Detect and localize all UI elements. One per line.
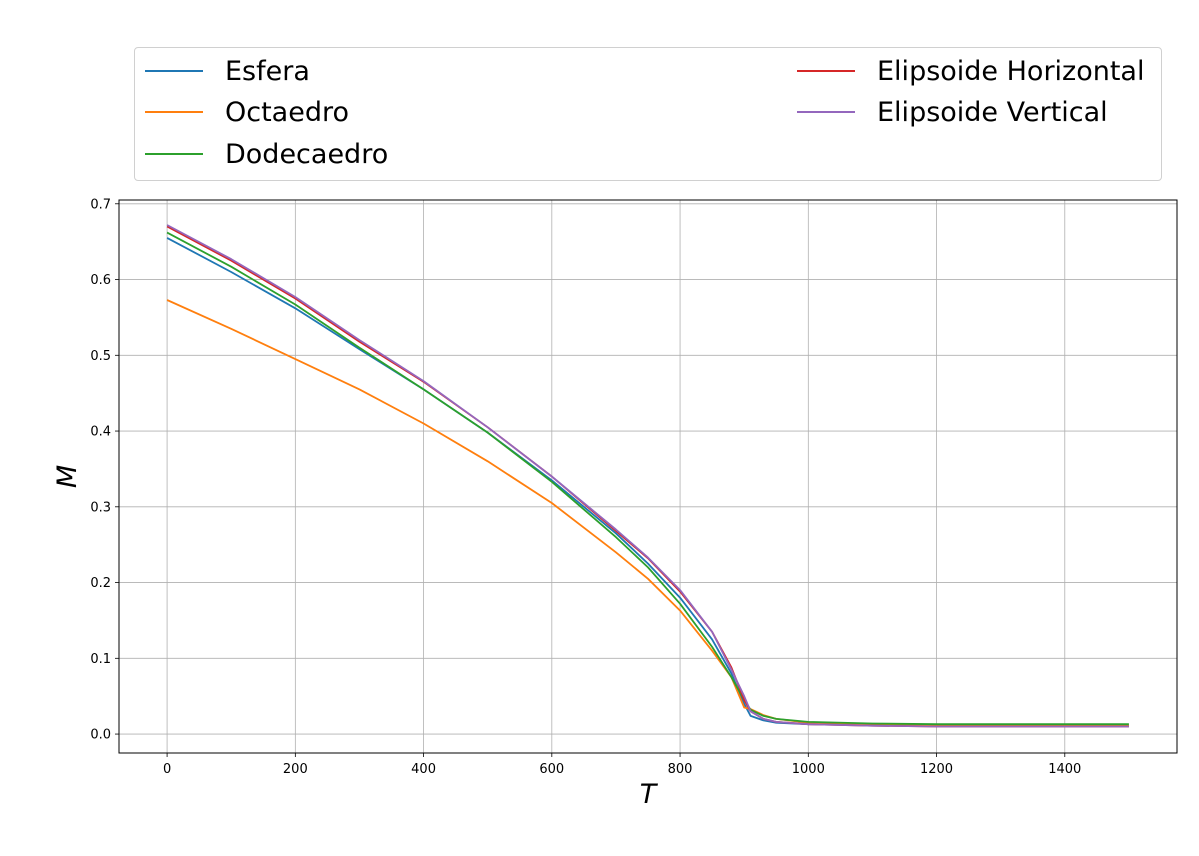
x-tick-label: 0 bbox=[163, 762, 171, 777]
legend-swatch-esfera bbox=[145, 70, 203, 72]
legend-swatch-dodecaedro bbox=[145, 153, 203, 155]
x-tick-label: 400 bbox=[411, 762, 436, 777]
x-ticks: 0 200 400 600 800 1000 1200 1400 bbox=[163, 753, 1081, 777]
legend-swatch-elipsoide-horizontal bbox=[797, 70, 855, 72]
series-lines bbox=[166, 224, 1129, 728]
legend-swatch-octaedro bbox=[145, 111, 203, 113]
legend-entry-elipsoide-vertical: Elipsoide Vertical bbox=[797, 96, 1108, 128]
y-tick-label: 0.2 bbox=[90, 576, 111, 591]
legend-label-esfera: Esfera bbox=[225, 55, 310, 87]
legend-swatch-elipsoide-vertical bbox=[797, 111, 855, 113]
legend-entry-elipsoide-horizontal: Elipsoide Horizontal bbox=[797, 55, 1144, 87]
legend-label-elipsoide-vertical: Elipsoide Vertical bbox=[877, 96, 1108, 128]
legend: Esfera Octaedro Dodecaedro Elipsoide Hor… bbox=[134, 47, 1162, 181]
series-line-octaedro bbox=[166, 299, 1129, 727]
x-tick-label: 800 bbox=[668, 762, 693, 777]
y-tick-label: 0.0 bbox=[90, 728, 111, 743]
series-line-esfera bbox=[166, 237, 1129, 727]
x-axis-label: T bbox=[640, 779, 659, 810]
legend-label-octaedro: Octaedro bbox=[225, 96, 350, 128]
legend-entry-esfera: Esfera bbox=[145, 55, 310, 87]
series-line-elipsoide-vertical bbox=[166, 224, 1129, 728]
legend-entry-dodecaedro: Dodecaedro bbox=[145, 138, 388, 170]
series-line-elipsoide-horizontal bbox=[166, 225, 1129, 728]
legend-label-elipsoide-horizontal: Elipsoide Horizontal bbox=[877, 55, 1145, 87]
x-tick-label: 200 bbox=[283, 762, 308, 777]
x-tick-label: 1200 bbox=[920, 762, 953, 777]
x-tick-label: 600 bbox=[539, 762, 564, 777]
y-tick-label: 0.6 bbox=[90, 273, 111, 288]
series-line-dodecaedro bbox=[166, 231, 1129, 726]
y-tick-label: 0.5 bbox=[90, 349, 111, 364]
y-tick-label: 0.1 bbox=[90, 652, 111, 667]
y-tick-label: 0.7 bbox=[90, 197, 111, 212]
y-ticks: 0.0 0.1 0.2 0.3 0.4 0.5 0.6 0.7 bbox=[90, 197, 119, 743]
y-axis-label: M bbox=[52, 465, 83, 488]
grid bbox=[119, 200, 1177, 753]
plot-frame bbox=[118, 199, 1178, 754]
legend-entry-octaedro: Octaedro bbox=[145, 96, 349, 128]
x-tick-label: 1400 bbox=[1048, 762, 1081, 777]
legend-label-dodecaedro: Dodecaedro bbox=[225, 138, 389, 170]
y-tick-label: 0.4 bbox=[90, 425, 111, 440]
y-tick-label: 0.3 bbox=[90, 500, 111, 515]
x-tick-label: 1000 bbox=[792, 762, 825, 777]
